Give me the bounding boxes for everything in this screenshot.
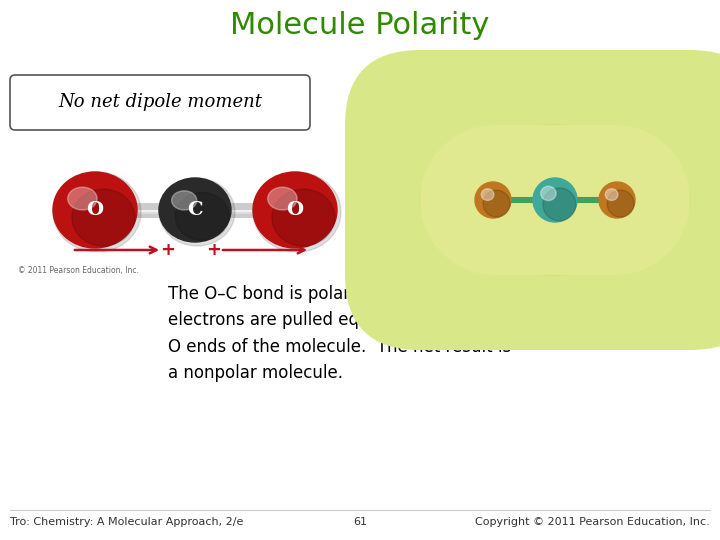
Ellipse shape [68, 187, 97, 210]
Ellipse shape [483, 190, 510, 217]
Ellipse shape [253, 172, 341, 252]
Ellipse shape [475, 182, 511, 218]
Ellipse shape [171, 191, 197, 210]
PathPatch shape [420, 125, 690, 275]
Ellipse shape [467, 154, 643, 246]
Text: +: + [161, 241, 176, 259]
Text: The O–C bond is polar.  The bonding
electrons are pulled equally toward both
O e: The O–C bond is polar. The bonding elect… [168, 285, 511, 382]
Ellipse shape [606, 189, 618, 200]
PathPatch shape [467, 151, 643, 249]
Text: O: O [86, 201, 104, 219]
Ellipse shape [420, 125, 690, 275]
Ellipse shape [159, 178, 235, 246]
Text: Molecule Polarity: Molecule Polarity [230, 10, 490, 39]
Ellipse shape [495, 172, 614, 228]
Ellipse shape [451, 145, 659, 255]
Text: Tro: Chemistry: A Molecular Approach, 2/e: Tro: Chemistry: A Molecular Approach, 2/… [10, 517, 243, 527]
PathPatch shape [504, 172, 606, 228]
Ellipse shape [272, 189, 335, 246]
Ellipse shape [533, 178, 577, 222]
PathPatch shape [436, 134, 674, 266]
Ellipse shape [481, 189, 494, 200]
Ellipse shape [53, 172, 137, 248]
Text: C: C [187, 201, 203, 219]
PathPatch shape [427, 129, 683, 271]
Ellipse shape [599, 182, 635, 218]
Text: © 2011 Pearson Education, Inc.: © 2011 Pearson Education, Inc. [18, 266, 139, 274]
Ellipse shape [268, 187, 297, 210]
Text: O: O [287, 201, 304, 219]
FancyBboxPatch shape [345, 50, 720, 350]
Text: Copyright © 2011 Pearson Education, Inc.: Copyright © 2011 Pearson Education, Inc. [475, 517, 710, 527]
Ellipse shape [483, 164, 627, 236]
Text: No net dipole moment: No net dipole moment [58, 93, 262, 111]
Ellipse shape [541, 186, 556, 200]
PathPatch shape [450, 141, 660, 259]
Ellipse shape [543, 188, 576, 221]
Ellipse shape [436, 135, 674, 265]
Ellipse shape [253, 172, 337, 248]
Ellipse shape [607, 190, 634, 217]
Ellipse shape [72, 189, 135, 246]
Text: 61: 61 [353, 517, 367, 527]
Ellipse shape [175, 192, 229, 240]
Ellipse shape [159, 178, 231, 242]
PathPatch shape [487, 163, 623, 238]
FancyBboxPatch shape [10, 75, 310, 130]
Text: +: + [207, 241, 222, 259]
Ellipse shape [53, 172, 141, 252]
